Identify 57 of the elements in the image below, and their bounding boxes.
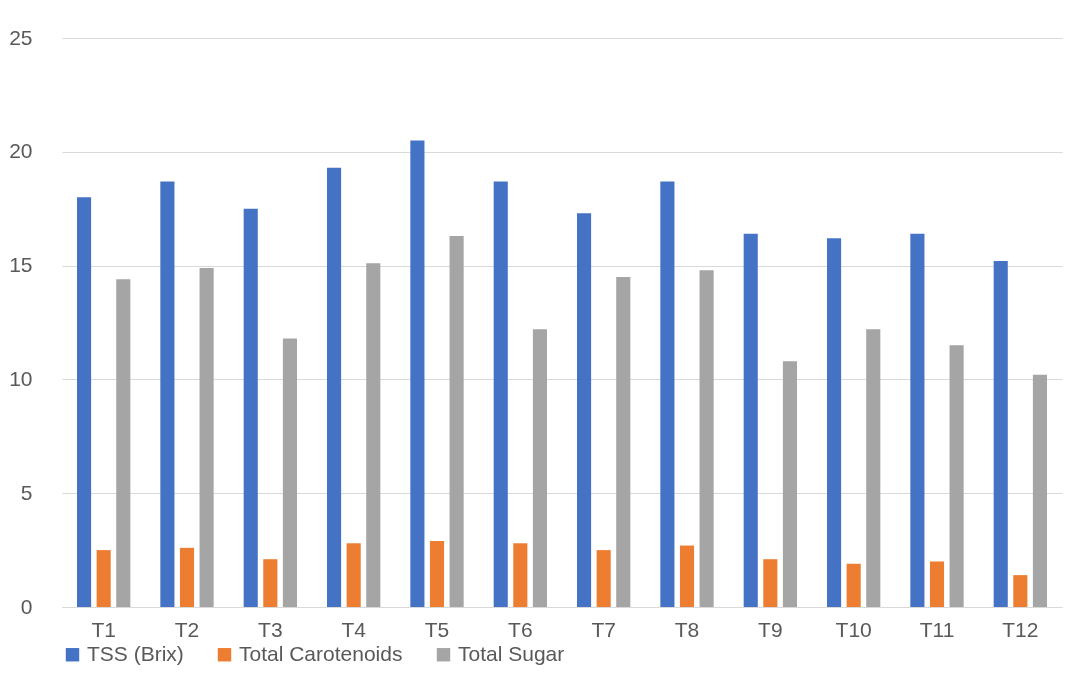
- bar: [616, 276, 631, 607]
- bar: [513, 543, 528, 607]
- bar: [1013, 575, 1028, 607]
- bar: [77, 197, 92, 607]
- x-tick-label: T5: [424, 617, 450, 641]
- x-tick-label: T7: [591, 617, 616, 641]
- y-tick-label: 0: [20, 594, 33, 618]
- x-tick-label: T9: [758, 617, 783, 641]
- x-tick-label: T3: [258, 617, 283, 641]
- bar: [179, 547, 195, 607]
- bar: [1032, 374, 1047, 607]
- bar: [679, 545, 695, 607]
- bar: [660, 181, 675, 607]
- bar: [993, 261, 1008, 607]
- bar: [827, 238, 842, 607]
- x-tick-label: T4: [341, 617, 367, 641]
- y-tick-label: 10: [9, 366, 33, 390]
- bar: [199, 267, 214, 607]
- x-tick-label: T1: [91, 617, 116, 641]
- bar: [532, 329, 547, 607]
- bar: [949, 345, 964, 607]
- bar: [410, 140, 425, 607]
- x-tick-label: T10: [835, 617, 872, 641]
- x-tick-label: T8: [674, 617, 700, 641]
- bar: [577, 213, 592, 607]
- bar: [929, 561, 945, 607]
- x-tick-label: T6: [508, 617, 533, 641]
- bar: [782, 361, 797, 607]
- bar: [282, 338, 297, 607]
- bar: [327, 167, 342, 607]
- legend-label: Total Carotenoids: [239, 641, 403, 665]
- y-tick-label: 15: [9, 253, 33, 277]
- y-tick-label: 20: [9, 139, 33, 163]
- legend-label: TSS (Brix): [87, 641, 184, 665]
- bar: [366, 263, 381, 607]
- bar: [493, 181, 508, 607]
- bar: [243, 208, 258, 607]
- y-tick-label: 5: [20, 480, 33, 504]
- x-tick-label: T11: [919, 617, 955, 641]
- bar: [596, 550, 611, 607]
- bar: [743, 233, 758, 607]
- bar: [910, 233, 925, 607]
- x-tick-label: T2: [174, 617, 200, 641]
- bar: [846, 563, 861, 607]
- legend-label: Total Sugar: [458, 641, 565, 665]
- bar: [263, 559, 278, 607]
- bar: [699, 270, 714, 607]
- bar: [346, 543, 361, 607]
- y-tick-label: 25: [9, 25, 33, 49]
- bar: [866, 329, 881, 607]
- bar: [429, 541, 445, 607]
- x-tick-label: T12: [1002, 617, 1039, 641]
- bar: [449, 236, 464, 607]
- bar: [763, 559, 778, 607]
- bar: [96, 550, 111, 607]
- bar: [116, 279, 131, 607]
- bar: [160, 181, 175, 607]
